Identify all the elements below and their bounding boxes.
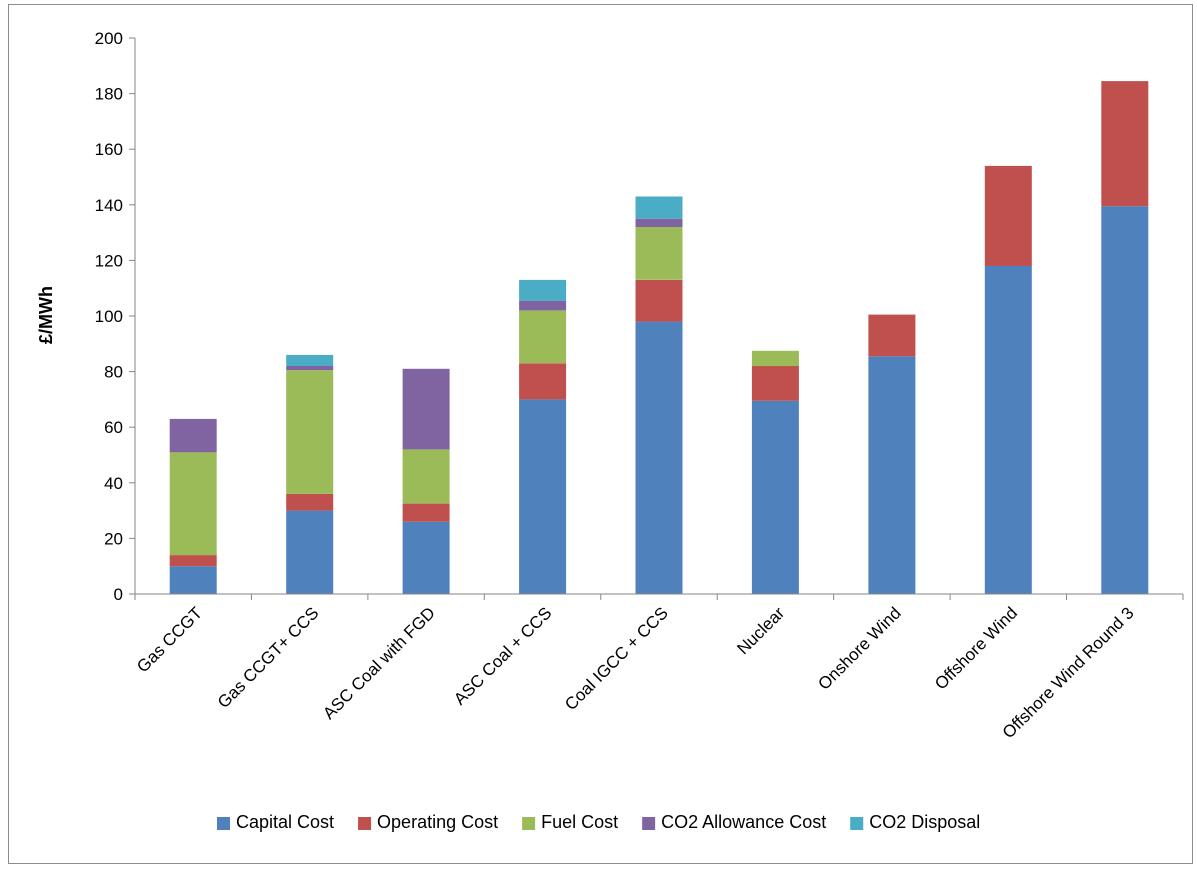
bar-segment-gas-ccgt-capital-cost	[169, 566, 217, 594]
bar-segment-offshore-wind-operating-cost	[984, 165, 1032, 266]
legend: Capital Cost Operating Cost Fuel Cost CO2 A…	[217, 812, 980, 832]
y-tick-label: 20	[104, 529, 123, 548]
bar-segment-asc-coal-ccs-co2-disposal	[519, 279, 567, 301]
x-tick-label-offshore-wind-round-3: Offshore Wind Round 3	[999, 603, 1138, 742]
bar-segment-asc-coal-with-fgd-co2-allowance-cost	[402, 368, 450, 450]
legend-label-fuel-cost: Fuel Cost	[541, 812, 618, 832]
bar-segment-asc-coal-with-fgd-capital-cost	[402, 521, 450, 594]
bar-segment-gas-ccgt-co2-allowance-cost	[169, 418, 217, 453]
y-tick-label: 120	[95, 251, 123, 270]
bar-segment-coal-igcc-ccs-capital-cost	[635, 321, 683, 594]
bar-segment-gas-ccgt-operating-cost	[169, 555, 217, 567]
x-tick-label-offshore-wind: Offshore Wind	[931, 603, 1021, 693]
bar-segment-coal-igcc-ccs-fuel-cost	[635, 227, 683, 280]
bar-segment-asc-coal-ccs-capital-cost	[519, 399, 567, 594]
legend-label-operating-cost: Operating Cost	[377, 812, 498, 832]
y-axis-title: £/MWh	[36, 286, 56, 344]
x-tick-label-asc-coal-ccs: ASC Coal + CCS	[450, 603, 555, 708]
plot-area	[169, 81, 1149, 594]
x-tick-label-gas-ccgt-ccs: Gas CCGT+ CCS	[214, 603, 323, 712]
bar-segment-onshore-wind-capital-cost	[868, 356, 916, 594]
bar-segment-onshore-wind-operating-cost	[868, 314, 916, 357]
x-tick-label-nuclear: Nuclear	[733, 603, 788, 658]
bar-segment-offshore-wind-capital-cost	[984, 266, 1032, 594]
x-tick-label-onshore-wind: Onshore Wind	[814, 603, 904, 693]
bar-segment-gas-ccgt-ccs-fuel-cost	[286, 370, 334, 494]
y-tick-label: 160	[95, 140, 123, 159]
y-tick-label: 60	[104, 418, 123, 437]
bar-segment-asc-coal-with-fgd-operating-cost	[402, 503, 450, 522]
legend-swatch-fuel-cost	[522, 817, 536, 830]
bar-segment-gas-ccgt-ccs-co2-disposal	[286, 354, 334, 366]
bar-segment-nuclear-fuel-cost	[751, 350, 799, 367]
legend-swatch-operating-cost	[358, 817, 372, 830]
legend-swatch-capital-cost	[217, 817, 230, 830]
bar-segment-gas-ccgt-ccs-capital-cost	[286, 510, 334, 594]
bar-segment-coal-igcc-ccs-co2-disposal	[635, 196, 683, 219]
x-tick-label-gas-ccgt: Gas CCGT	[133, 603, 206, 676]
bar-segment-offshore-wind-round-3-operating-cost	[1101, 81, 1149, 207]
bar-segment-asc-coal-ccs-co2-allowance-cost	[519, 300, 567, 311]
x-tick-label-asc-coal-with-fgd: ASC Coal with FGD	[319, 603, 439, 723]
bar-segment-coal-igcc-ccs-operating-cost	[635, 279, 683, 322]
legend-label-co2-allowance-cost: CO2 Allowance Cost	[661, 812, 826, 832]
y-tick-label: 0	[114, 585, 123, 604]
bar-segment-offshore-wind-round-3-capital-cost	[1101, 206, 1149, 594]
bar-segment-nuclear-operating-cost	[751, 366, 799, 401]
bar-segment-coal-igcc-ccs-co2-allowance-cost	[635, 218, 683, 227]
legend-swatch-co2-disposal	[850, 817, 864, 830]
legend-label-co2-disposal: CO2 Disposal	[869, 812, 980, 832]
y-tick-label: 140	[95, 196, 123, 215]
y-tick-label: 100	[95, 307, 123, 326]
legend-swatch-co2-allowance-cost	[642, 817, 656, 830]
bar-segment-asc-coal-with-fgd-fuel-cost	[402, 449, 450, 504]
bar-segment-gas-ccgt-ccs-operating-cost	[286, 493, 334, 511]
bar-segment-asc-coal-ccs-operating-cost	[519, 363, 567, 400]
y-tick-label: 80	[104, 363, 123, 382]
bar-segment-gas-ccgt-fuel-cost	[169, 452, 217, 556]
y-tick-label: 180	[95, 85, 123, 104]
bar-segment-gas-ccgt-ccs-co2-allowance-cost	[286, 366, 334, 371]
bar-segment-nuclear-capital-cost	[751, 400, 799, 594]
y-tick-label: 40	[104, 474, 123, 493]
x-tick-label-coal-igcc-ccs: Coal IGCC + CCS	[561, 603, 672, 714]
legend-label-capital-cost: Capital Cost	[236, 812, 334, 832]
bar-segment-asc-coal-ccs-fuel-cost	[519, 310, 567, 364]
y-tick-label: 200	[95, 29, 123, 48]
